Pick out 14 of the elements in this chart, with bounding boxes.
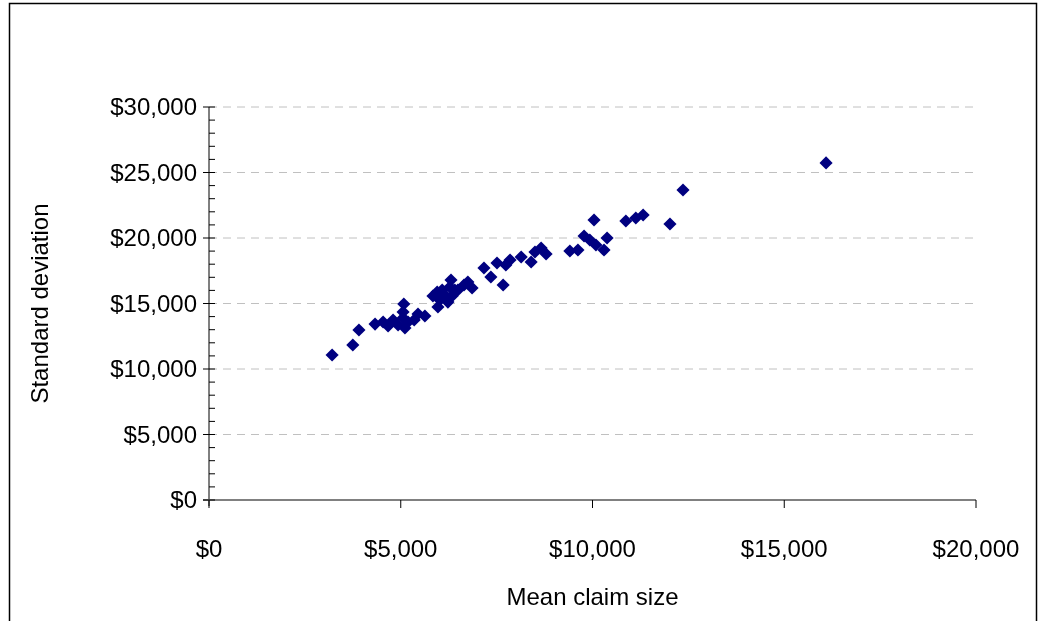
x-axis-title: Mean claim size — [506, 583, 679, 610]
x-tick-label: $20,000 — [932, 535, 1020, 562]
x-tick-label: $10,000 — [549, 535, 636, 562]
x-tick-label: $5,000 — [364, 535, 438, 562]
y-tick-label: $25,000 — [110, 158, 197, 186]
y-tick-label: $30,000 — [110, 93, 197, 121]
x-tick-label: $0 — [195, 535, 223, 562]
x-tick-label: $15,000 — [740, 535, 828, 562]
y-tick-label: $10,000 — [110, 355, 197, 383]
y-tick-label: $0 — [170, 486, 197, 514]
y-tick-label: $5,000 — [123, 420, 197, 448]
y-tick-label: $20,000 — [110, 224, 197, 252]
y-axis-title: Standard deviation — [26, 203, 53, 404]
y-tick-label: $15,000 — [110, 289, 197, 317]
